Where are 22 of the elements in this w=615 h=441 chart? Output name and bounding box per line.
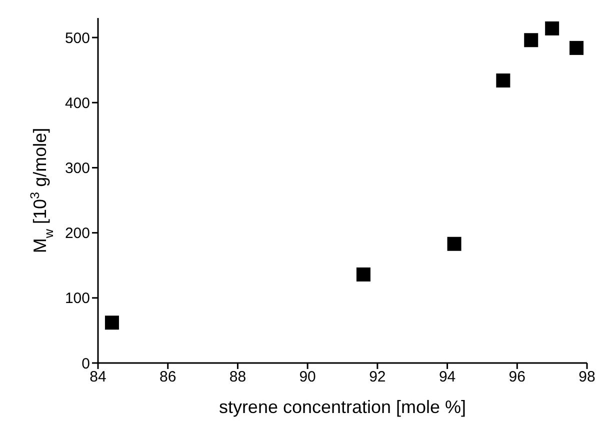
x-tick-label: 92 [369, 368, 386, 386]
x-tick-label: 88 [229, 368, 246, 386]
x-tick-label: 90 [299, 368, 316, 386]
y-tick-label: 100 [64, 290, 90, 308]
x-tick-label: 98 [578, 368, 596, 386]
point [545, 21, 560, 36]
point [356, 267, 370, 282]
x-tick-label: 96 [508, 368, 526, 386]
point [447, 236, 462, 251]
point [570, 40, 584, 55]
x-tick-label: 94 [438, 368, 456, 386]
x-axis-title: styrene concentration [mole %] [218, 397, 466, 417]
y-tick-label: 0 [82, 355, 90, 372]
y-tick-label: 300 [64, 160, 90, 178]
x-tick-label: 84 [90, 368, 106, 386]
point [104, 316, 119, 330]
point [524, 33, 538, 48]
x-tick-label: 86 [160, 368, 176, 386]
y-tick-label: 400 [64, 94, 90, 112]
y-tick-label: 500 [64, 30, 90, 47]
y-tick-label: 200 [64, 225, 90, 242]
point [496, 73, 510, 88]
